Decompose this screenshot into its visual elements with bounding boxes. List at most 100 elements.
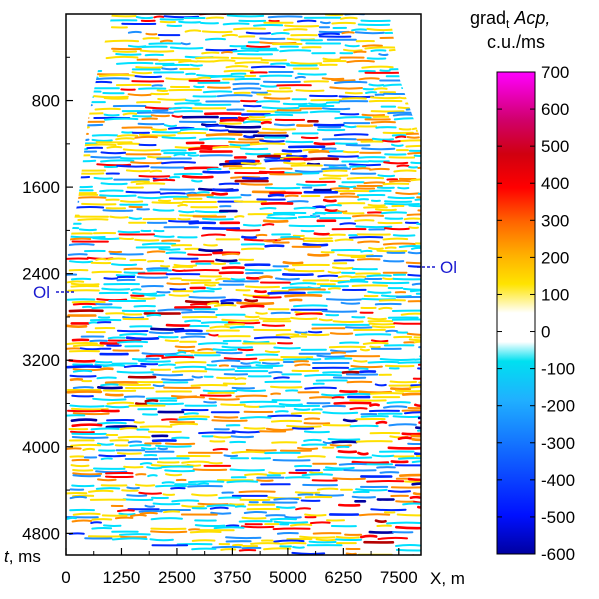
- reflector-segment: [223, 357, 258, 361]
- reflector-segment: [135, 66, 163, 69]
- reflector-segment: [346, 59, 375, 64]
- reflector-segment: [230, 435, 254, 439]
- reflector-segment: [213, 435, 232, 439]
- reflector-segment: [392, 234, 416, 237]
- reflector-segment: [341, 31, 355, 35]
- reflector-segment: [385, 329, 398, 333]
- reflector-segment: [66, 243, 95, 247]
- reflector-segment: [123, 365, 147, 368]
- reflector-segment: [210, 262, 227, 265]
- reflector-segment: [234, 505, 247, 508]
- reflector-segment: [158, 199, 172, 203]
- reflector-segment: [242, 120, 262, 124]
- reflector-segment: [206, 504, 236, 508]
- reflector-segment: [296, 183, 327, 187]
- reflector-segment: [348, 367, 369, 371]
- reflector-segment: [131, 71, 153, 75]
- reflector-segment: [146, 250, 166, 254]
- reflector-segment: [232, 87, 262, 91]
- reflector-segment: [109, 252, 144, 256]
- reflector-segment: [367, 317, 387, 321]
- reflector-segment: [392, 415, 420, 419]
- reflector-segment: [333, 133, 369, 137]
- reflector-segment: [333, 401, 372, 405]
- reflector-segment: [304, 386, 337, 390]
- reflector-segment: [115, 516, 134, 520]
- reflector-segment: [316, 487, 339, 491]
- reflector-segment: [244, 285, 280, 289]
- reflector-segment: [322, 441, 333, 445]
- reflector-segment: [221, 318, 260, 322]
- reflector-segment: [205, 48, 238, 52]
- reflector-segment: [238, 549, 257, 552]
- reflector-segment: [134, 75, 162, 79]
- reflector-segment: [94, 107, 121, 111]
- reflector-segment: [153, 15, 165, 19]
- reflector-segment: [226, 14, 265, 18]
- reflector-segment: [178, 415, 210, 419]
- reflector-segment: [243, 426, 266, 430]
- reflector-segment: [293, 304, 328, 308]
- reflector-segment: [409, 385, 421, 389]
- reflector-segment: [191, 375, 203, 379]
- reflector-segment: [409, 495, 421, 500]
- reflector-segment: [66, 447, 82, 450]
- reflector-segment: [127, 93, 152, 97]
- reflector-segment: [257, 154, 281, 158]
- reflector-segment: [111, 263, 138, 267]
- reflector-segment: [368, 246, 384, 251]
- reflector-segment: [304, 417, 321, 421]
- reflector-segment: [344, 91, 363, 95]
- reflector-segment: [273, 376, 290, 380]
- reflector-segment: [276, 506, 296, 509]
- reflector-segment: [135, 483, 156, 487]
- reflector-segment: [71, 519, 93, 523]
- reflector-segment: [181, 504, 205, 508]
- reflector-segment: [239, 416, 272, 420]
- reflector-segment: [228, 166, 266, 170]
- reflector-segment: [233, 200, 267, 203]
- horizon-right-label: Ol: [440, 258, 457, 277]
- reflector-segment: [245, 152, 271, 156]
- reflector-segment: [346, 176, 385, 180]
- reflector-segment: [245, 449, 277, 452]
- reflector-segment: [161, 418, 180, 421]
- reflector-segment: [115, 137, 135, 141]
- reflector-segment: [329, 443, 352, 447]
- reflector-segment: [248, 115, 266, 119]
- reflector-segment: [116, 452, 142, 455]
- reflector-segment: [106, 145, 123, 149]
- reflector-segment: [384, 246, 397, 250]
- reflector-segment: [185, 191, 198, 195]
- reflector-segment: [348, 236, 384, 239]
- reflector-segment: [397, 361, 421, 364]
- reflector-segment: [290, 316, 318, 321]
- reflector-segment: [209, 325, 231, 329]
- reflector-segment: [342, 418, 358, 423]
- reflector-segment: [203, 400, 217, 404]
- reflector-segment: [170, 487, 186, 490]
- reflector-segment: [225, 524, 240, 527]
- reflector-segment: [411, 437, 421, 442]
- reflector-segment: [185, 99, 200, 102]
- reflector-segment: [258, 358, 285, 362]
- reflector-segment: [309, 110, 341, 114]
- x-tick-label: 0: [61, 568, 70, 587]
- reflector-segment: [306, 357, 322, 361]
- reflector-segment: [363, 181, 386, 185]
- reflector-segment: [152, 208, 175, 212]
- reflector-segment: [268, 371, 283, 374]
- reflector-segment: [275, 277, 300, 281]
- colorbar-tick-label: 0: [541, 323, 550, 342]
- reflector-segment: [146, 313, 162, 317]
- reflector-segment: [309, 396, 333, 399]
- reflector-segment: [245, 353, 279, 357]
- reflector-segment: [232, 82, 260, 86]
- reflector-segment: [202, 170, 231, 174]
- reflector-segment: [292, 546, 305, 549]
- reflector-segment: [408, 204, 421, 208]
- reflector-segment: [190, 303, 208, 306]
- reflector-segment: [69, 374, 97, 378]
- reflector-segment: [202, 217, 234, 221]
- reflector-segment: [105, 405, 130, 409]
